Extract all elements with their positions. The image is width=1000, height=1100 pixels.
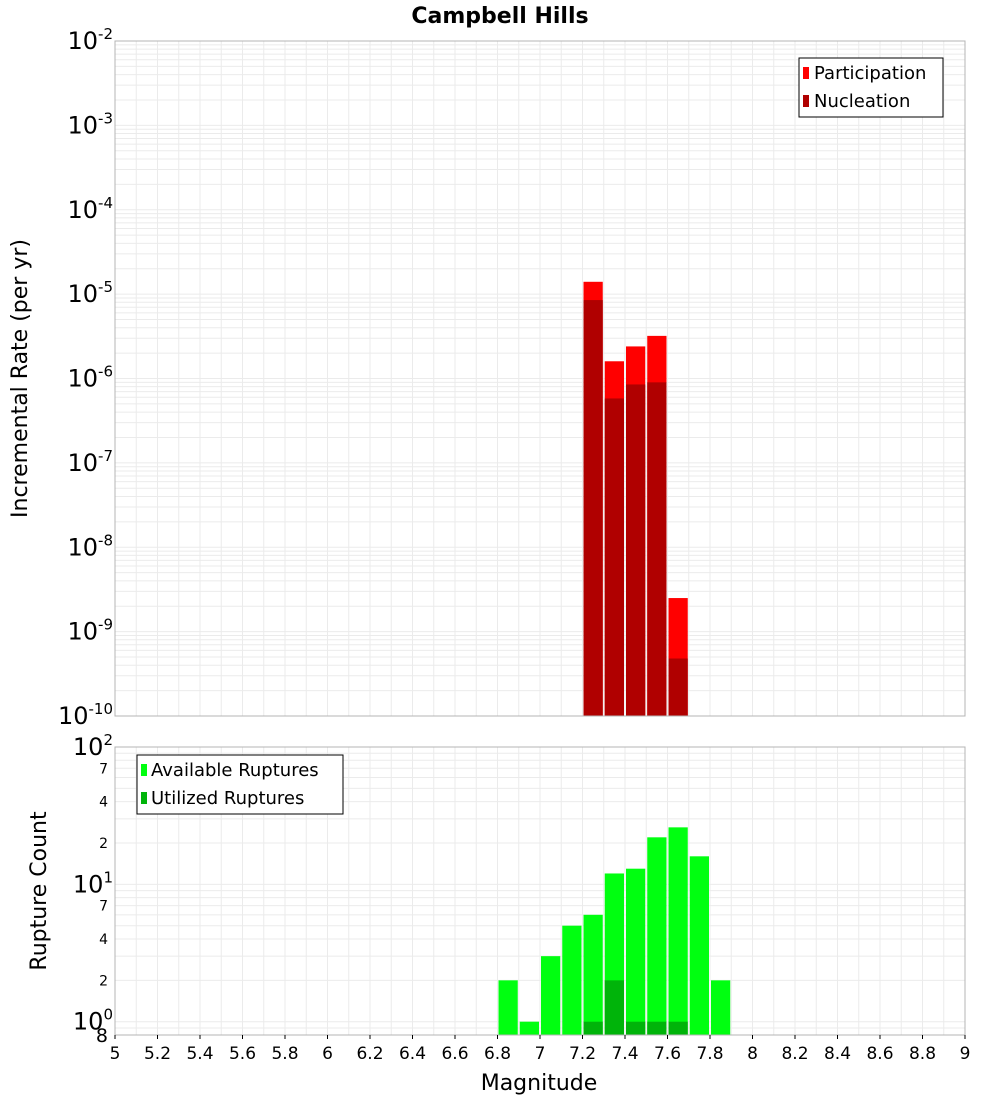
rate-y-tick-label: 10-6 xyxy=(67,363,113,393)
available-ruptures-bar xyxy=(562,925,582,1035)
x-tick-label: 8.2 xyxy=(781,1044,808,1064)
rate-y-tick-label: 10-10 xyxy=(58,700,113,730)
x-tick-label: 5.6 xyxy=(229,1044,256,1064)
x-tick-label: 5.4 xyxy=(186,1044,213,1064)
utilized-ruptures-bar xyxy=(647,1021,667,1035)
available-ruptures-bar xyxy=(626,868,646,1035)
count-panel-y-ticks: 100 101 102 8 2 4 7 2 4 7 xyxy=(73,731,113,1047)
x-tick-label: 6.8 xyxy=(484,1044,511,1064)
rate-legend-box xyxy=(798,57,944,118)
count-y-minor-tick-label: 2 xyxy=(99,973,108,989)
count-y-tick-label: 100 xyxy=(73,1006,113,1036)
utilized-ruptures-bar xyxy=(604,980,624,1035)
available-ruptures-bar xyxy=(668,827,688,1035)
utilized-ruptures-bar xyxy=(583,1021,603,1035)
rate-y-axis-label: Incremental Rate (per yr) xyxy=(8,239,33,518)
available-ruptures-bar xyxy=(541,956,561,1035)
rate-panel-frame xyxy=(114,40,966,717)
x-tick-label: 7.8 xyxy=(696,1044,723,1064)
x-tick-label: 9 xyxy=(960,1044,971,1064)
count-y-minor-tick-label: 8 xyxy=(96,1025,108,1047)
rate-y-tick-label: 10-8 xyxy=(67,531,113,561)
utilized-ruptures-bar xyxy=(668,1021,688,1035)
nucleation-bar xyxy=(604,398,624,716)
x-tick-label: 6.2 xyxy=(356,1044,383,1064)
utilized-legend-label: Utilized Ruptures xyxy=(151,788,304,809)
rate-panel-grid xyxy=(114,40,966,717)
rate-panel: 10-10 10-9 10-8 10-7 10-6 10-5 10-4 10-3 10-2 Pa… xyxy=(8,25,966,730)
nucleation-legend-label: Nucleation xyxy=(814,91,910,112)
x-tick-label: 6.4 xyxy=(399,1044,426,1064)
available-legend-label: Available Ruptures xyxy=(151,760,319,781)
count-y-minor-tick-label: 2 xyxy=(99,836,108,852)
utilized-ruptures-bar xyxy=(626,1021,646,1035)
rate-y-tick-label: 10-7 xyxy=(67,447,113,477)
count-y-minor-tick-label: 4 xyxy=(99,932,108,948)
count-legend-box xyxy=(136,754,344,815)
x-tick-label: 8.4 xyxy=(824,1044,851,1064)
count-y-tick-label: 101 xyxy=(73,868,113,898)
nucleation-swatch xyxy=(803,95,809,107)
count-y-minor-tick-label: 7 xyxy=(99,899,108,915)
x-tick-label: 5.2 xyxy=(144,1044,171,1064)
nucleation-bar xyxy=(668,658,688,716)
count-panel-bars xyxy=(498,827,731,1035)
participation-swatch xyxy=(803,67,809,79)
x-tick-label: 7.2 xyxy=(569,1044,596,1064)
rate-panel-bars xyxy=(583,281,688,716)
x-axis-ticks: 5 5.2 5.4 5.6 5.8 6 6.2 6.4 6.6 6.8 7 7.2 7.4 7.6 7.8 8… xyxy=(110,1035,971,1064)
available-swatch xyxy=(141,764,147,776)
count-y-minor-tick-label: 7 xyxy=(99,761,108,777)
utilized-swatch xyxy=(141,792,147,804)
rate-y-tick-label: 10-9 xyxy=(67,616,113,646)
x-tick-label: 8 xyxy=(747,1044,758,1064)
rate-y-tick-label: 10-5 xyxy=(67,278,113,308)
available-ruptures-bar xyxy=(689,856,709,1035)
available-ruptures-bar xyxy=(583,914,603,1035)
x-tick-label: 5 xyxy=(110,1044,121,1064)
nucleation-bar xyxy=(626,384,646,716)
x-tick-label: 8.6 xyxy=(866,1044,893,1064)
rate-panel-y-ticks: 10-10 10-9 10-8 10-7 10-6 10-5 10-4 10-3 10-2 xyxy=(58,25,113,730)
participation-legend-label: Participation xyxy=(814,63,926,84)
count-panel: 100 101 102 8 2 4 7 2 4 7 5 5.2 5.4 5.6 5.8 6 6.2 6.4 6.6… xyxy=(27,731,970,1096)
rate-y-tick-label: 10-3 xyxy=(67,109,113,139)
count-y-minor-tick-label: 4 xyxy=(99,795,108,811)
rate-legend: Participation Nucleation xyxy=(798,57,944,118)
count-y-tick-label: 102 xyxy=(73,731,113,761)
available-ruptures-bar xyxy=(647,837,667,1035)
rate-y-tick-label: 10-2 xyxy=(67,25,113,55)
x-tick-label: 7.4 xyxy=(611,1044,638,1064)
available-ruptures-bar xyxy=(498,980,518,1035)
x-tick-label: 6.6 xyxy=(441,1044,468,1064)
x-tick-label: 7 xyxy=(535,1044,546,1064)
available-ruptures-bar xyxy=(711,980,731,1035)
nucleation-bar xyxy=(647,382,667,716)
x-tick-label: 6 xyxy=(322,1044,333,1064)
nucleation-bar xyxy=(583,300,603,716)
rate-y-tick-label: 10-4 xyxy=(67,194,113,224)
x-tick-label: 7.6 xyxy=(654,1044,681,1064)
count-y-axis-label: Rupture Count xyxy=(27,811,52,971)
x-axis-label: Magnitude xyxy=(481,1071,598,1096)
x-tick-label: 5.8 xyxy=(271,1044,298,1064)
count-legend: Available Ruptures Utilized Ruptures xyxy=(136,754,344,815)
available-ruptures-bar xyxy=(519,1021,539,1035)
x-tick-label: 8.8 xyxy=(909,1044,936,1064)
chart-title: Campbell Hills xyxy=(411,4,588,29)
